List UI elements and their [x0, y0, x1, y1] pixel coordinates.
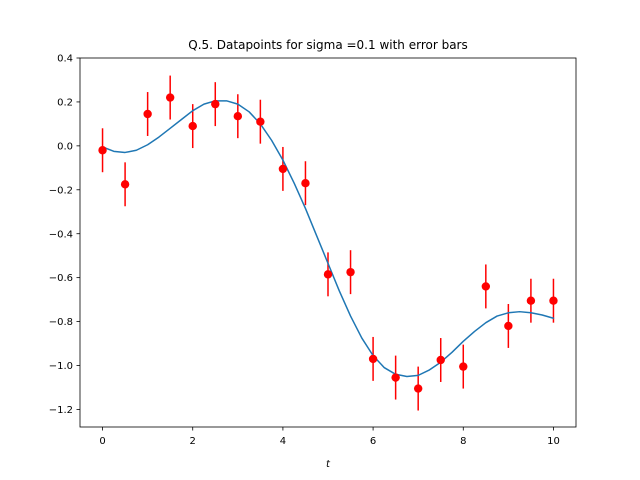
- data-point: [436, 355, 445, 365]
- x-tick-label: 6: [370, 436, 376, 447]
- data-point: [481, 282, 491, 291]
- data-point: [323, 270, 333, 279]
- data-point: [120, 180, 130, 189]
- data-point: [459, 362, 468, 371]
- y-tick-label: −1.2: [49, 405, 73, 416]
- data-point: [143, 109, 152, 119]
- y-tick-label: −0.6: [49, 273, 73, 284]
- x-tick-label: 10: [547, 436, 560, 447]
- data-point: [368, 354, 378, 364]
- x-axis-label: t: [326, 459, 331, 470]
- data-point: [188, 121, 197, 131]
- data-point: [98, 146, 107, 155]
- y-tick-label: −0.2: [49, 185, 73, 196]
- data-point: [549, 296, 558, 305]
- x-tick-label: 0: [99, 436, 105, 447]
- x-tick-label: 4: [280, 436, 286, 447]
- x-tick-label: 2: [190, 436, 196, 447]
- data-point: [211, 99, 220, 109]
- data-point: [504, 321, 513, 331]
- y-tick-label: −1.0: [49, 361, 73, 372]
- data-point: [256, 117, 265, 126]
- y-tick-label: −0.8: [49, 317, 73, 328]
- data-point: [278, 164, 288, 174]
- axes-frame: [79, 57, 577, 428]
- data-point: [165, 93, 175, 102]
- y-axis: −1.2 −1.0 −0.8 −0.6 −0.4 −0.2 0.0 0.2 0.4: [49, 54, 80, 416]
- y-tick-label: 0.4: [57, 54, 73, 65]
- data-point: [346, 267, 355, 277]
- y-tick-label: −0.4: [49, 229, 73, 240]
- data-point: [413, 384, 423, 393]
- plot-area: [98, 75, 558, 411]
- data-point: [526, 296, 536, 305]
- fit-curve: [101, 100, 555, 378]
- x-axis: 0 2 4 6 8 10: [99, 427, 560, 447]
- chart-title: Q.5. Datapoints for sigma =0.1 with erro…: [188, 38, 467, 52]
- data-point: [391, 373, 400, 382]
- y-tick-label: 0.0: [57, 141, 73, 152]
- x-tick-label: 8: [460, 436, 466, 447]
- data-point: [301, 178, 310, 188]
- data-point: [233, 112, 243, 121]
- y-tick-label: 0.2: [57, 98, 73, 109]
